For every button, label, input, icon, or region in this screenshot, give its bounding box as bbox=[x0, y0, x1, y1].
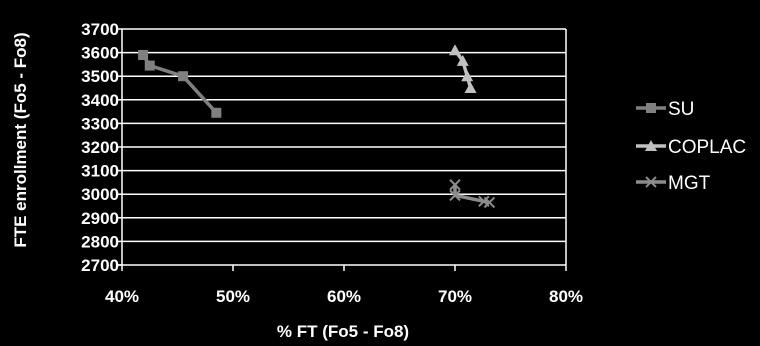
x-axis-title: % FT (Fo5 - Fo8) bbox=[277, 322, 409, 341]
y-axis-title: FTE enrollment (Fo5 - Fo8) bbox=[11, 32, 30, 247]
data-point bbox=[449, 189, 461, 202]
y-tick-labels: 2700 2800 2900 3000 3100 3200 3300 3400 3500 3600… bbox=[81, 20, 119, 275]
grid-lines bbox=[122, 28, 567, 265]
legend: SU COPLAC MGT bbox=[636, 99, 746, 194]
y-tick-label: 3400 bbox=[81, 91, 119, 110]
x-tick-label: 40% bbox=[105, 287, 139, 306]
data-point bbox=[138, 49, 149, 60]
y-tick-label: 2800 bbox=[81, 232, 119, 251]
series-mgt bbox=[449, 179, 496, 209]
data-series bbox=[138, 44, 496, 209]
legend-label: COPLAC bbox=[668, 137, 746, 158]
series-line bbox=[141, 54, 218, 114]
x-tick-label: 70% bbox=[438, 287, 472, 306]
data-point bbox=[144, 60, 155, 71]
legend-label: SU bbox=[668, 99, 694, 120]
x-tick-label: 60% bbox=[327, 287, 361, 306]
series-line bbox=[453, 49, 473, 89]
series-coplac bbox=[449, 44, 477, 93]
y-tick-label: 3600 bbox=[81, 44, 119, 63]
data-point bbox=[483, 196, 496, 209]
legend-item-su: SU bbox=[636, 99, 694, 120]
data-point bbox=[464, 82, 477, 93]
y-tick-label: 3500 bbox=[81, 67, 119, 86]
y-tick-label: 3700 bbox=[81, 20, 119, 39]
legend-item-coplac: COPLAC bbox=[636, 137, 746, 158]
x-tick-labels: 40% 50% 60% 70% 80% bbox=[105, 287, 583, 306]
legend-marker bbox=[645, 176, 657, 188]
data-point bbox=[456, 54, 469, 66]
series-su bbox=[138, 49, 222, 118]
y-tick-label: 3100 bbox=[81, 162, 119, 181]
legend-item-mgt: MGT bbox=[636, 173, 711, 194]
data-point bbox=[461, 70, 474, 82]
y-tick-label: 3000 bbox=[81, 185, 119, 204]
data-point bbox=[449, 44, 461, 56]
data-point bbox=[178, 71, 189, 82]
legend-marker bbox=[646, 103, 656, 113]
y-tick-label: 2900 bbox=[81, 209, 119, 228]
y-tick-label: 2700 bbox=[81, 256, 119, 275]
y-tick-label: 3300 bbox=[81, 114, 119, 133]
legend-label: MGT bbox=[668, 173, 711, 194]
series-line bbox=[453, 184, 490, 205]
x-tick-label: 80% bbox=[549, 287, 583, 306]
y-tick-label: 3200 bbox=[81, 138, 119, 157]
x-tick-label: 50% bbox=[216, 287, 250, 306]
legend-marker bbox=[645, 140, 657, 151]
data-point bbox=[211, 107, 222, 118]
data-point bbox=[449, 179, 461, 191]
axes bbox=[116, 28, 567, 271]
